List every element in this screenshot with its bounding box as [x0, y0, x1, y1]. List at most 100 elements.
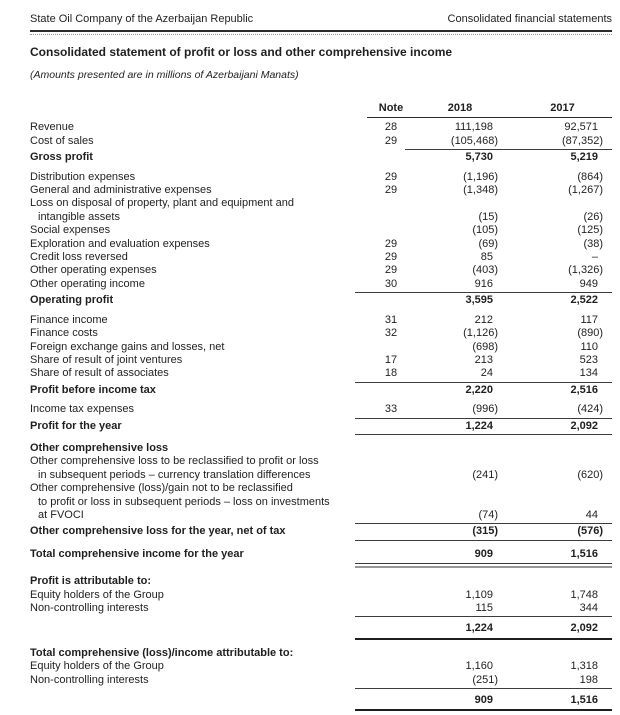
value-2017: 949 [579, 277, 598, 290]
page-header-right: Consolidated financial statements [447, 13, 612, 25]
row-label: Loss on disposal of property, plant and … [30, 197, 365, 224]
value-2017: 2,516 [570, 383, 598, 396]
table-row: Distribution expenses 29 (1,196) (864) [30, 171, 612, 184]
row-label-line: Other comprehensive loss for the year, n… [30, 525, 286, 538]
table-row: Share of result of joint ventures 17 213 52… [30, 354, 612, 367]
statement-title: Consolidated statement of profit or loss… [30, 45, 453, 59]
statement-table: Note 2018 2017 Revenue 28 111,198 92,571 Cos… [30, 102, 612, 712]
value-2018: 24 [480, 367, 493, 380]
table-row: Other comprehensive loss for the year, n… [30, 525, 612, 538]
value-2017: 1,516 [570, 694, 598, 707]
row-label: Social expenses [30, 224, 365, 237]
value-2017: (890) [577, 327, 603, 340]
table-row: 909 1,516 [30, 694, 612, 707]
value-2018: 85 [480, 251, 493, 264]
value-2017: (26) [583, 210, 603, 223]
table-row: Credit loss reversed 29 85 – [30, 251, 612, 264]
table-row: Share of result of associates 18 24 134 [30, 367, 612, 380]
value-2018: 909 [474, 694, 493, 707]
value-2018: (698) [472, 340, 498, 353]
note-cell: 29 [384, 237, 398, 250]
value-2018: (15) [478, 210, 498, 223]
column-header-2018: 2018 [447, 102, 473, 114]
table-row: Social expenses (105) (125) [30, 224, 612, 237]
row-label-line: Share of result of joint ventures [30, 353, 183, 366]
value-2018: 5,730 [465, 151, 493, 164]
table-row: Loss on disposal of property, plant and … [30, 197, 612, 224]
row-label: Non-controlling interests [30, 674, 365, 687]
rule-line [355, 292, 612, 294]
row-label-line: Finance income [30, 313, 108, 326]
row-label-line: Profit is attributable to: [30, 575, 151, 588]
row-label: Other operating expenses [30, 264, 365, 277]
page-header: State Oil Company of the Azerbaijan Repu… [30, 13, 612, 32]
value-2017: 1,748 [570, 588, 598, 601]
row-label: Equity holders of the Group [30, 660, 365, 673]
row-label-line: Income tax expenses [30, 403, 134, 416]
row-label-line: Exploration and evaluation expenses [30, 237, 210, 250]
row-label: Share of result of joint ventures [30, 354, 365, 367]
value-2018: (241) [472, 468, 498, 481]
rule-line [355, 433, 612, 435]
rule-line [355, 523, 612, 525]
value-2018: 909 [474, 547, 493, 560]
value-2018: (315) [472, 525, 498, 538]
row-label-line: in subsequent periods – currency transla… [38, 468, 311, 481]
value-2018: (996) [472, 403, 498, 416]
value-2018: 1,109 [465, 588, 493, 601]
rule-line [355, 637, 612, 640]
note-cell: 30 [384, 277, 398, 290]
note-cell: 33 [384, 403, 398, 416]
row-label: Share of result of associates [30, 367, 365, 380]
note-cell: 29 [384, 251, 398, 264]
value-2017: 92,571 [564, 121, 598, 134]
table-row: Exploration and evaluation expenses 29 (69… [30, 238, 612, 251]
row-label: Other comprehensive loss [30, 442, 365, 455]
table-row: Gross profit 5,730 5,219 [30, 151, 612, 164]
table-row: Profit for the year 1,224 2,092 [30, 420, 612, 433]
row-label-line: Foreign exchange gains and losses, net [30, 340, 225, 353]
note-cell: 17 [384, 353, 398, 366]
row-label-line: to profit or loss in subsequent periods … [38, 495, 330, 508]
statement-rows: Revenue 28 111,198 92,571 Cost of sales 29 (10… [30, 121, 612, 712]
value-2018: 3,595 [465, 294, 493, 307]
value-2018: 212 [474, 313, 493, 326]
table-row: Other operating income 30 916 949 [30, 278, 612, 291]
value-2018: (69) [478, 237, 498, 250]
row-label-line: Credit loss reversed [30, 251, 128, 264]
row-label-line: intangible assets [38, 210, 120, 223]
row-label-line: Social expenses [30, 224, 111, 237]
row-label: Profit before income tax [30, 384, 365, 397]
rule-line [355, 709, 612, 712]
value-2017: 5,219 [570, 151, 598, 164]
table-row: Total comprehensive (loss)/income attrib… [30, 647, 612, 660]
value-2017: (125) [577, 224, 603, 237]
value-2018: (251) [472, 673, 498, 686]
column-header-row: Note 2018 2017 [30, 102, 612, 115]
rule-line [367, 117, 612, 119]
value-2018: 111,198 [454, 121, 493, 134]
value-2017: (1,267) [568, 184, 603, 197]
table-row: Non-controlling interests (251) 198 [30, 674, 612, 687]
row-label-line: Profit for the year [30, 419, 122, 432]
rule-line [355, 616, 612, 618]
row-label-line: Non-controlling interests [30, 673, 149, 686]
table-row: Revenue 28 111,198 92,571 [30, 121, 612, 134]
column-header-2017: 2017 [550, 102, 575, 114]
row-label-line: Equity holders of the Group [30, 660, 164, 673]
note-cell: 29 [384, 264, 398, 277]
value-2017: (87,352) [562, 134, 603, 147]
row-label: Profit for the year [30, 420, 365, 433]
row-label-line: Other operating expenses [30, 264, 157, 277]
value-2017: (576) [577, 525, 603, 538]
row-label: Other comprehensive loss for the year, n… [30, 525, 365, 538]
note-cell: 32 [384, 327, 398, 340]
rule-line [355, 417, 612, 419]
table-row: Total comprehensive income for the year 9… [30, 548, 612, 561]
value-2018: 213 [474, 353, 493, 366]
page-header-left: State Oil Company of the Azerbaijan Repu… [30, 13, 254, 25]
row-label: Other comprehensive (loss)/gain not to b… [30, 482, 365, 522]
table-row: Other comprehensive (loss)/gain not to b… [30, 482, 612, 522]
row-label: Total comprehensive income for the year [30, 548, 365, 561]
